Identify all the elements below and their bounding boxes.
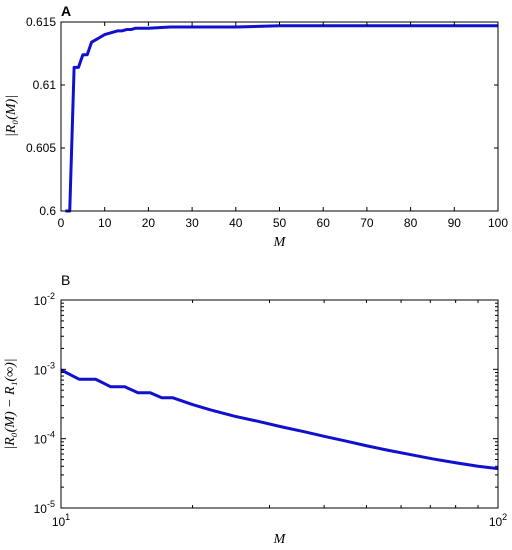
panel-b-x-tick-label: 102 bbox=[489, 512, 507, 529]
panel-a-y-tick-label: 0.61 bbox=[33, 78, 57, 92]
panel-a-y-axis-label: |R₀(M)| bbox=[4, 95, 19, 137]
panel-b-y-axis-label: |R₀(M) − R₁(∞)| bbox=[3, 358, 18, 449]
panel-b-y-tick-label: 10-5 bbox=[34, 499, 55, 516]
panel-b-axes-box bbox=[60, 299, 499, 509]
panel-a-y-tick-label: 0.605 bbox=[26, 141, 56, 155]
panel-a-x-tick-label: 60 bbox=[317, 216, 331, 230]
panel-b-plot-area bbox=[60, 368, 499, 471]
panel-a-plot-area bbox=[65, 24, 498, 213]
panel-a-axes-box bbox=[60, 21, 499, 212]
panel-a-x-tick-label: 40 bbox=[229, 216, 243, 230]
panel-a-series-line bbox=[65, 24, 498, 213]
panel-a-x-axis-label: M bbox=[273, 235, 287, 250]
chart-panel-a: A 0 10 20 30 40 50 60 70 80 90 100 0.60.6050.610.6… bbox=[4, 3, 508, 250]
panel-a-x-tick-label: 90 bbox=[448, 216, 462, 230]
panel-a-y-tick-label: 0.6 bbox=[39, 204, 56, 218]
chart-panel-b: B 101 102 10-5 10-4 10-3 10-2 M |R₀(M) − R₁(… bbox=[3, 272, 507, 547]
panel-a-x-tick-label: 0 bbox=[58, 216, 65, 230]
panel-b-y-tick-label: 10-4 bbox=[34, 430, 55, 447]
panel-a-x-tick-label: 80 bbox=[404, 216, 418, 230]
panel-b-label: B bbox=[61, 272, 70, 288]
panel-b-y-ticks: 10-5 10-4 10-3 10-2 bbox=[34, 291, 498, 516]
panel-b-series-line bbox=[60, 368, 499, 471]
panel-b-x-axis-label: M bbox=[273, 532, 287, 547]
panel-a-x-tick-label: 10 bbox=[98, 216, 112, 230]
panel-a-y-tick-label: 0.615 bbox=[26, 15, 56, 29]
panel-b-y-tick-label: 10-2 bbox=[34, 291, 55, 308]
panel-a-x-tick-label: 70 bbox=[360, 216, 374, 230]
panel-a-y-ticks: 0.6 0.605 0.61 0.615 bbox=[26, 15, 498, 218]
panel-a-x-tick-label: 30 bbox=[185, 216, 199, 230]
panel-a-x-ticks: 0 10 20 30 40 50 60 70 80 90 100 bbox=[58, 22, 508, 230]
panel-a-x-tick-label: 20 bbox=[142, 216, 156, 230]
panel-a-x-tick-label: 100 bbox=[488, 216, 508, 230]
panel-a-x-tick-label: 50 bbox=[273, 216, 287, 230]
panel-b-y-tick-label: 10-3 bbox=[34, 360, 55, 377]
panel-b-x-ticks: 101 102 bbox=[52, 300, 507, 529]
panel-a-label: A bbox=[61, 3, 71, 19]
panel-b-x-tick-label: 101 bbox=[52, 512, 70, 529]
